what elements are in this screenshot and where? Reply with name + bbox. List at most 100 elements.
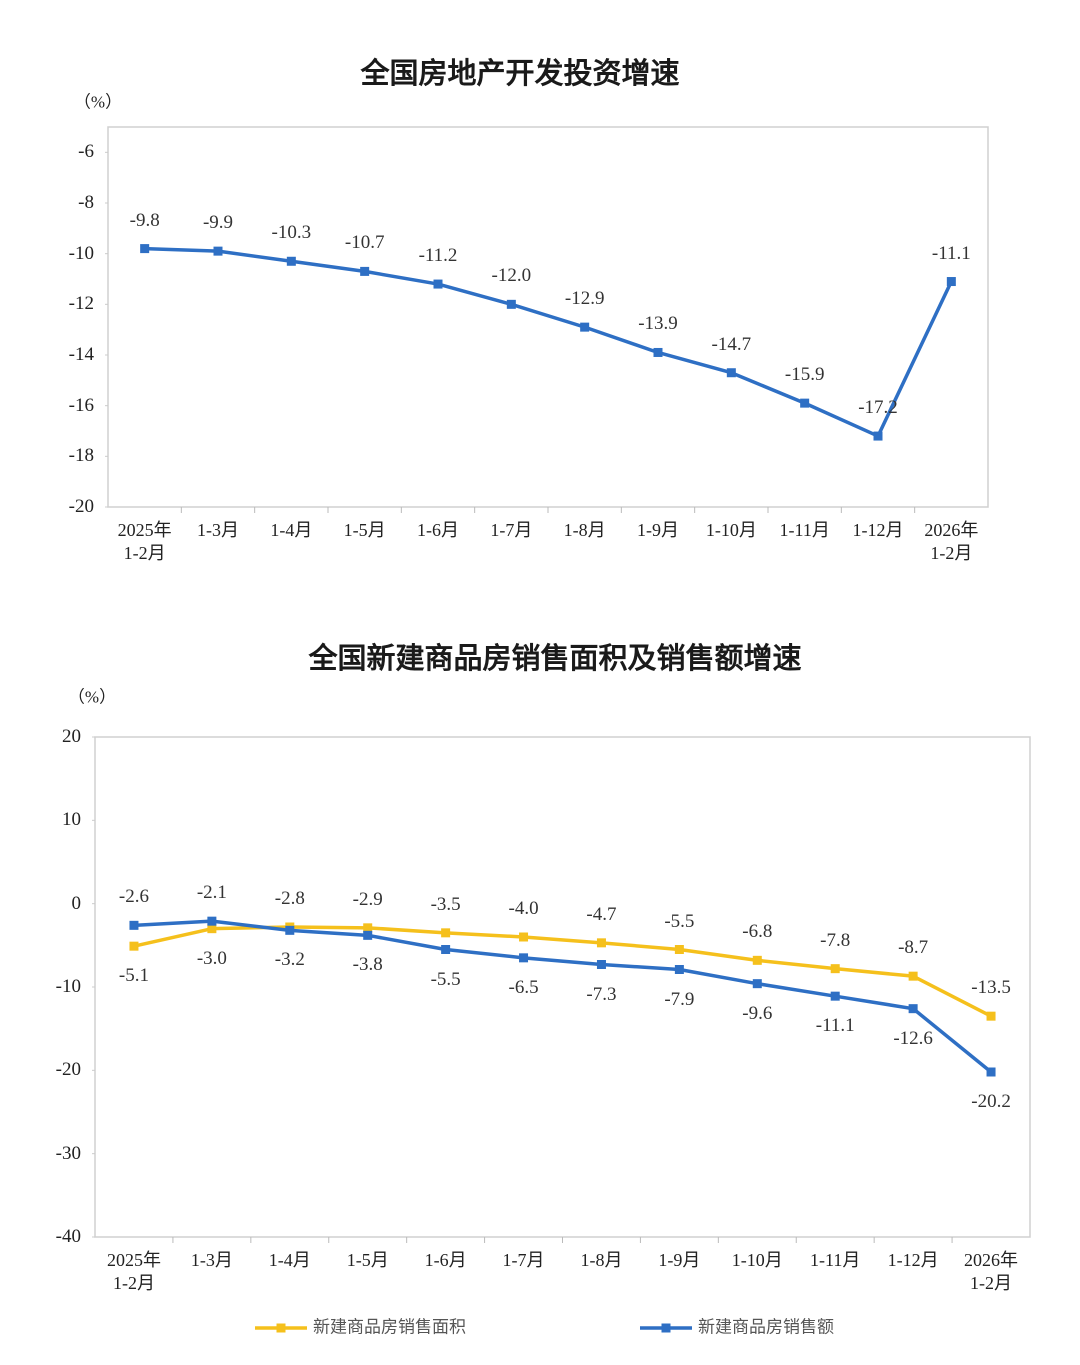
marker — [752, 955, 762, 965]
marker — [986, 1067, 996, 1077]
plot-frame — [94, 736, 1031, 1238]
x-tick-label: 1-9月 — [637, 520, 679, 540]
marker — [580, 322, 590, 332]
x-tick-label: 2026年 1-2月 — [964, 1250, 1019, 1293]
legend-label: 新建商品房销售面积 — [313, 1317, 466, 1338]
data-label: -13.9 — [638, 313, 678, 335]
y-tick-label: -8 — [78, 192, 94, 214]
marker — [946, 277, 956, 287]
marker — [653, 347, 663, 357]
data-label: -4.7 — [586, 903, 617, 925]
data-label: -7.3 — [586, 983, 617, 1005]
x-tick-label: 1-7月 — [490, 520, 533, 540]
data-label: -2.8 — [274, 888, 305, 910]
data-label: -7.9 — [664, 988, 695, 1010]
x-tick-label: 1-3月 — [190, 1250, 233, 1270]
marker — [596, 960, 606, 969]
marker — [800, 398, 810, 408]
marker — [363, 930, 373, 940]
x-tick-label: 1-5月 — [346, 1250, 389, 1270]
data-label: -9.9 — [202, 212, 234, 234]
y-tick-label: 0 — [71, 892, 82, 914]
x-tick-label: 1-10月 — [705, 520, 757, 540]
x-tick-label: 1-8月 — [563, 520, 606, 540]
marker — [433, 279, 443, 289]
x-tick-label: 2025年 1-2月 — [106, 1250, 161, 1293]
marker — [830, 991, 840, 1001]
x-tick-label: 1-8月 — [580, 1250, 623, 1270]
data-label: -20.2 — [971, 1091, 1011, 1113]
line — [133, 919, 993, 1074]
x-tick-label: 1-12月 — [852, 520, 904, 540]
marker — [213, 246, 223, 256]
marker — [286, 256, 296, 266]
data-label: -12.9 — [564, 288, 605, 310]
data-label: -11.1 — [815, 1015, 855, 1037]
y-tick-label: -6 — [78, 141, 94, 163]
data-label: -11.1 — [931, 242, 971, 264]
marker — [908, 1004, 918, 1014]
marker — [873, 431, 883, 441]
marker — [441, 928, 451, 938]
marker — [726, 368, 736, 378]
marker — [506, 299, 516, 309]
x-tick-label: 1-6月 — [417, 520, 459, 540]
marker — [908, 971, 918, 981]
data-label: -3.5 — [430, 893, 461, 915]
data-label: -17.2 — [858, 397, 898, 419]
marker — [140, 244, 150, 254]
marker — [129, 941, 139, 951]
y-tick-label: 20 — [62, 726, 81, 748]
y-tick-label: -30 — [55, 1142, 81, 1164]
y-tick-label: -20 — [55, 1059, 81, 1081]
data-label: -13.5 — [971, 977, 1011, 999]
x-tick-label: 1-7月 — [502, 1250, 545, 1270]
y-tick-label: -10 — [55, 976, 81, 998]
marker — [360, 266, 370, 276]
data-label: -5.5 — [430, 968, 461, 990]
marker — [596, 938, 606, 948]
data-label: -10.3 — [271, 222, 312, 244]
x-tick-label: 1-6月 — [424, 1250, 467, 1270]
x-tick-label: 1-11月 — [779, 520, 830, 540]
data-label: -12.0 — [491, 265, 532, 287]
data-label: -14.7 — [711, 333, 752, 355]
marker — [363, 923, 373, 933]
marker — [752, 979, 762, 989]
marker — [207, 924, 217, 934]
data-label: -9.6 — [742, 1002, 773, 1024]
y-tick-label: -20 — [68, 496, 94, 518]
y-unit: （%） — [67, 687, 117, 707]
y-unit: （%） — [73, 92, 123, 112]
data-label: -5.1 — [118, 965, 149, 987]
y-tick-label: -18 — [68, 445, 94, 467]
data-label: -8.7 — [898, 937, 929, 959]
chart-title: 全国新建商品房销售面积及销售额增速 — [308, 640, 802, 675]
x-tick-label: 1-4月 — [268, 1250, 311, 1270]
marker — [285, 925, 295, 935]
legend-marker — [276, 1323, 286, 1333]
data-label: -6.8 — [742, 921, 773, 943]
x-tick-label: 1-5月 — [343, 520, 386, 540]
x-tick-label: 1-11月 — [810, 1250, 861, 1270]
data-label: -12.6 — [893, 1027, 933, 1049]
data-label: -7.8 — [820, 929, 851, 951]
data-label: -10.7 — [344, 232, 385, 254]
y-tick-label: -16 — [68, 394, 94, 416]
y-tick-label: -40 — [55, 1226, 81, 1248]
x-tick-label: 1-10月 — [731, 1250, 783, 1270]
line — [133, 925, 992, 1018]
x-tick-label: 2026年 1-2月 — [924, 520, 979, 563]
marker — [207, 916, 217, 926]
x-tick-label: 1-9月 — [658, 1250, 701, 1270]
data-label: -2.1 — [196, 882, 227, 904]
y-tick-label: -14 — [68, 344, 94, 366]
y-tick-label: -10 — [68, 242, 94, 264]
data-label: -11.2 — [418, 245, 458, 267]
data-label: -3.2 — [274, 949, 305, 971]
data-label: -6.5 — [508, 976, 539, 998]
data-label: -4.0 — [508, 898, 539, 920]
marker — [830, 964, 840, 974]
